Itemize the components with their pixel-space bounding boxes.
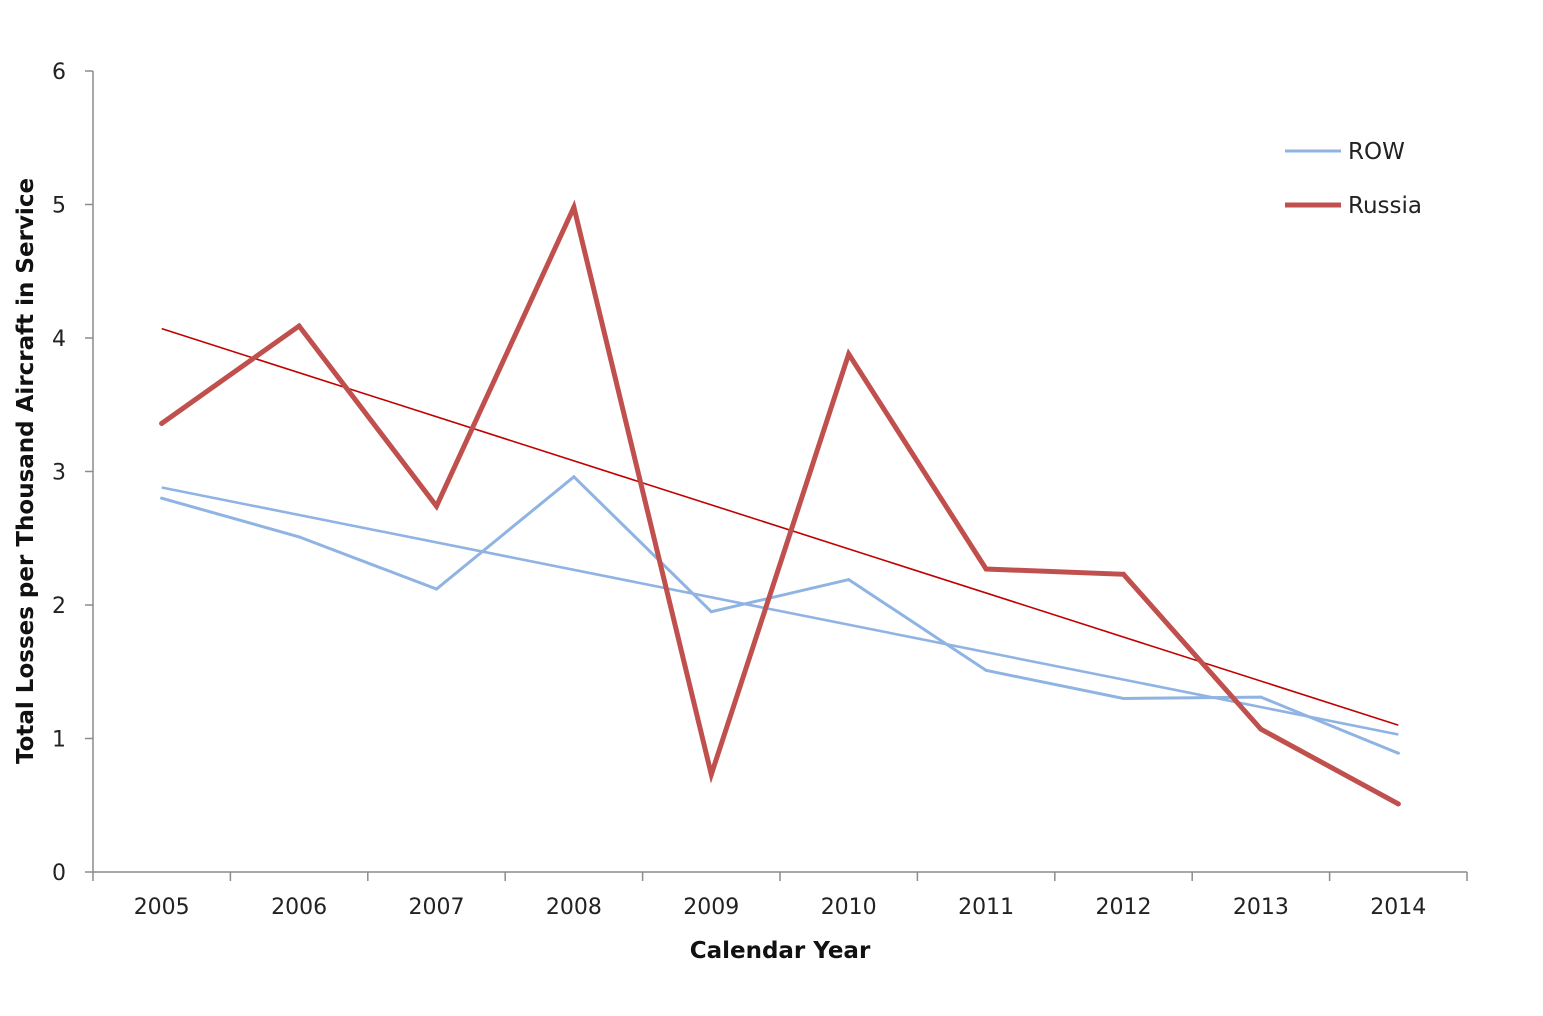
data-point-russia	[296, 323, 302, 329]
data-point-row	[572, 475, 576, 479]
data-point-russia	[434, 503, 439, 509]
x-tick-label: 2007	[409, 895, 465, 920]
x-tick-label: 2010	[821, 895, 877, 920]
legend-label-row: ROW	[1348, 139, 1405, 165]
data-point-row	[1259, 695, 1263, 699]
data-point-russia	[159, 420, 165, 426]
data-point-row	[297, 535, 301, 539]
series-line-russia	[159, 199, 1401, 807]
series-line-row	[160, 474, 1400, 755]
legend: ROW Russia	[1285, 139, 1422, 219]
trendline-row	[161, 486, 1399, 736]
data-point-russia	[571, 204, 577, 210]
data-point-row	[847, 578, 851, 582]
series-lines	[159, 199, 1401, 807]
x-tick-label: 2013	[1233, 895, 1289, 920]
x-axis-title: Calendar Year	[690, 938, 871, 964]
y-tick-label: 4	[52, 327, 66, 352]
data-point-row	[160, 496, 164, 500]
data-point-russia	[983, 566, 989, 572]
data-point-russia	[1395, 801, 1401, 807]
data-point-row	[435, 587, 438, 591]
data-point-row	[709, 610, 713, 614]
data-point-row	[1122, 696, 1125, 700]
y-tick-label: 3	[52, 461, 66, 486]
y-tick-label: 2	[52, 594, 66, 619]
data-point-russia	[1258, 726, 1264, 732]
x-tick-label: 2006	[271, 895, 327, 920]
x-tick-label: 2011	[958, 895, 1014, 920]
x-tick-label: 2005	[134, 895, 190, 920]
legend-label-russia: Russia	[1348, 193, 1422, 219]
y-tick-label: 6	[52, 60, 66, 85]
data-point-russia	[708, 772, 714, 778]
x-tick-label: 2014	[1370, 895, 1426, 920]
y-tick-label: 5	[52, 194, 66, 219]
y-tick-label: 1	[52, 728, 66, 753]
y-tick-label: 0	[52, 861, 66, 886]
data-point-russia	[846, 351, 852, 357]
data-point-row	[984, 668, 988, 672]
x-tick-label: 2008	[546, 895, 602, 920]
y-axis: 0 1 2 3 4 5 6	[52, 60, 94, 886]
x-tick-label: 2012	[1096, 895, 1152, 920]
data-point-row	[1396, 751, 1400, 755]
x-tick-label: 2009	[683, 895, 739, 920]
trendline-russia	[161, 327, 1399, 726]
data-point-russia	[1121, 571, 1126, 577]
x-axis: 2005 2006 2007 2008 2009 2010 2011 2012 2013 2014	[92, 871, 1468, 920]
trendlines	[161, 327, 1399, 736]
y-axis-title: Total Losses per Thousand Aircraft in Se…	[13, 178, 39, 764]
